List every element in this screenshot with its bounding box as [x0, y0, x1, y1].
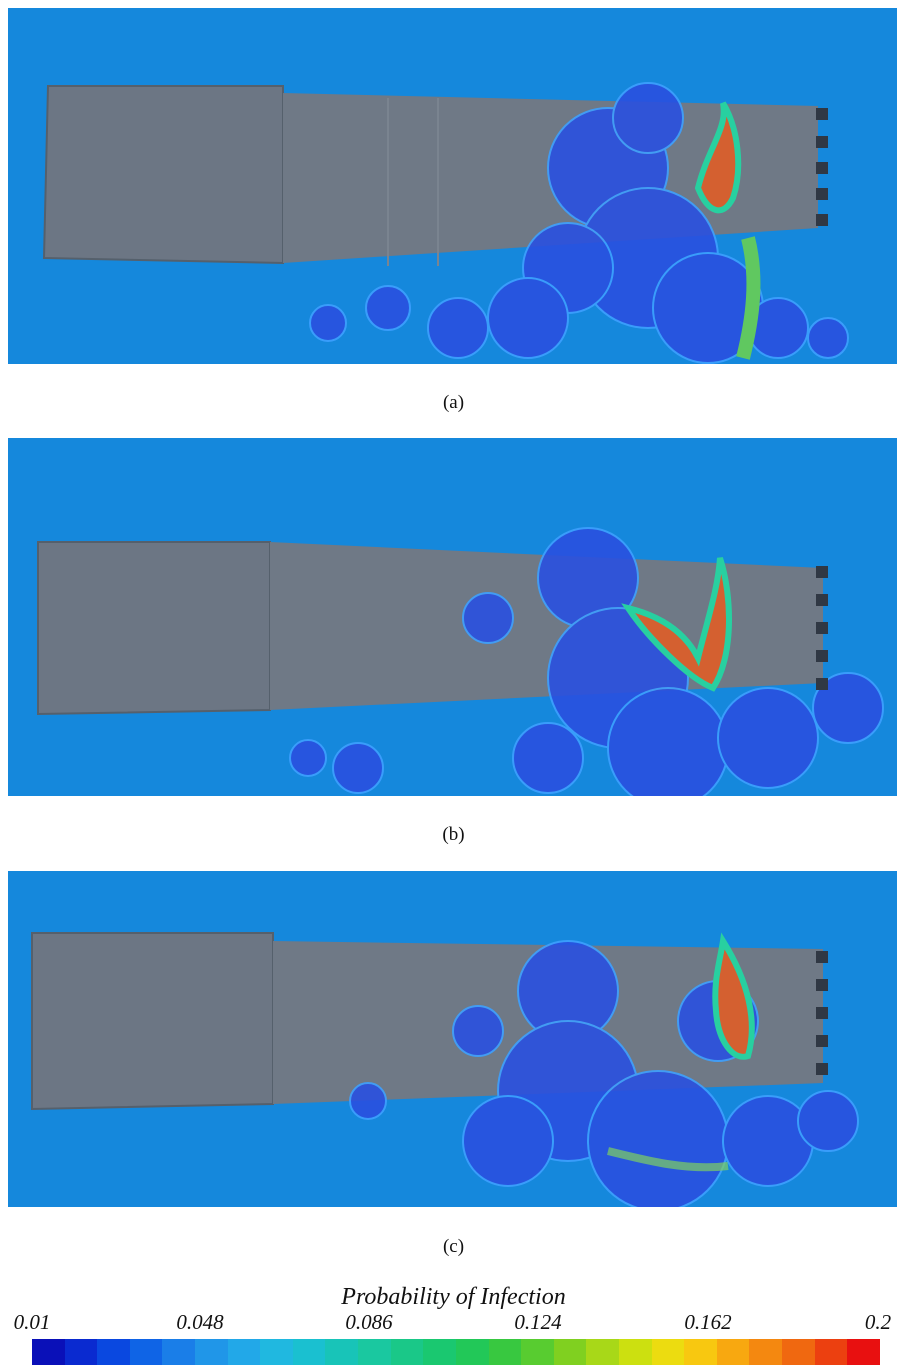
simulation-render-a — [8, 8, 897, 364]
colorbar-swatch — [227, 1339, 261, 1365]
colorbar-swatch — [782, 1339, 815, 1365]
colorbar-swatch — [586, 1339, 619, 1365]
legend-tick: 0.162 — [684, 1310, 732, 1334]
colorbar-swatch — [684, 1339, 717, 1365]
simulation-panel-b — [8, 438, 897, 796]
legend-tick: 0.124 — [514, 1310, 562, 1334]
legend-tick: 0.01 — [13, 1310, 51, 1334]
colorbar-swatch — [455, 1339, 489, 1365]
colorbar-swatch — [358, 1339, 391, 1365]
colorbar-swatch — [325, 1339, 359, 1365]
colorbar-swatch — [553, 1339, 587, 1365]
colorbar-swatch — [814, 1339, 848, 1365]
colorbar-swatch — [97, 1339, 130, 1365]
colorbar-swatch — [618, 1339, 652, 1365]
simulation-panel-c — [8, 871, 897, 1207]
legend-tick: 0.048 — [176, 1310, 224, 1334]
colorbar-swatch — [32, 1339, 65, 1365]
caption-c: (c) — [442, 1236, 465, 1257]
colorbar-swatch — [521, 1339, 554, 1365]
legend-tick: 0.086 — [345, 1310, 393, 1334]
legend-tick: 0.2 — [864, 1310, 892, 1334]
colorbar-swatch — [423, 1339, 456, 1365]
simulation-render-c — [8, 871, 897, 1207]
colorbar-swatch — [716, 1339, 750, 1365]
colorbar-swatch — [488, 1339, 522, 1365]
colorbar-swatch — [64, 1339, 98, 1365]
colorbar-swatch — [260, 1339, 293, 1365]
colorbar-swatch — [162, 1339, 196, 1365]
caption-a: (a) — [442, 392, 465, 413]
colorbar-swatch — [195, 1339, 228, 1365]
colorbar — [32, 1339, 880, 1365]
colorbar-swatch — [749, 1339, 783, 1365]
legend-title: Probability of Infection — [341, 1284, 566, 1310]
caption-b: (b) — [442, 824, 465, 845]
simulation-render-b — [8, 438, 897, 796]
colorbar-swatch — [651, 1339, 685, 1365]
colorbar-swatch — [390, 1339, 424, 1365]
simulation-panel-a — [8, 8, 897, 364]
colorbar-swatch — [292, 1339, 326, 1365]
colorbar-swatch — [129, 1339, 163, 1365]
colorbar-swatch — [847, 1339, 880, 1365]
